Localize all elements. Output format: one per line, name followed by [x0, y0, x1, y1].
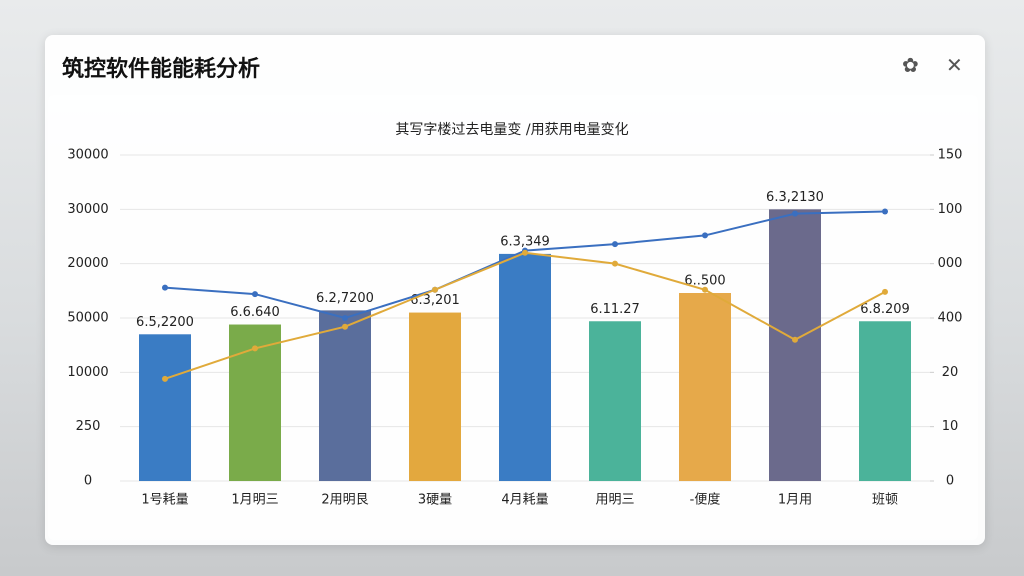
x-tick-label: 1月明三: [231, 493, 278, 508]
bar: [589, 321, 641, 481]
y2-tick-label: 10: [942, 419, 959, 434]
line-point: [342, 315, 348, 321]
line-point: [162, 375, 168, 382]
line-point: [702, 286, 708, 293]
bar-annotation: 6.11.27: [590, 302, 640, 317]
y-tick-label: 30000: [67, 202, 108, 217]
y-tick-label: 0: [84, 474, 92, 489]
y-tick-label: 250: [76, 419, 101, 434]
bar-annotation: 6.3,2130: [766, 190, 824, 205]
chart-title: 其写字楼过去电量变 /用获用电量变化: [395, 122, 628, 138]
line-point: [612, 241, 618, 248]
line-point: [522, 249, 528, 256]
bar: [139, 334, 191, 481]
x-tick-label: 1月用: [778, 493, 812, 508]
bar: [499, 253, 551, 481]
line-point: [792, 336, 798, 343]
line-point: [162, 284, 168, 291]
bar-annotation: 6..500: [684, 274, 725, 289]
x-tick-label: 班顿: [872, 493, 898, 508]
x-tick-label: 用明三: [595, 493, 634, 508]
y2-tick-label: 000: [938, 256, 963, 271]
line-point: [792, 210, 798, 217]
bar: [859, 321, 911, 481]
x-tick-label: 1号耗量: [141, 493, 188, 508]
bar-annotation: 6.3,349: [500, 234, 550, 249]
x-tick-label: 4月耗量: [501, 493, 548, 508]
line-point: [882, 208, 888, 215]
y2-tick-label: 100: [938, 202, 963, 217]
settings-button[interactable]: ✿: [902, 53, 919, 77]
line-point: [882, 288, 888, 295]
bar: [769, 209, 821, 482]
y2-tick-label: 20: [942, 365, 959, 380]
bar: [319, 310, 371, 481]
bar-annotation: 6.8.209: [860, 302, 910, 317]
y-tick-label: 10000: [67, 365, 108, 380]
x-tick-label: 2用明艮: [321, 493, 368, 508]
line-point: [252, 291, 258, 298]
x-tick-label: -便度: [690, 492, 721, 508]
bar-annotation: 6.3,201: [410, 293, 460, 308]
close-button[interactable]: ✕: [946, 53, 963, 77]
y-tick-label: 20000: [67, 256, 108, 271]
line-point: [702, 232, 708, 239]
line-point: [432, 286, 438, 293]
line-point: [612, 260, 618, 267]
line-point: [342, 323, 348, 330]
dialog-title: 筑控软件能能耗分析: [62, 57, 261, 82]
bar: [679, 293, 731, 481]
y2-tick-label: 150: [938, 148, 963, 163]
y2-tick-label: 400: [938, 311, 963, 326]
bar-annotation: 6.2,7200: [316, 291, 374, 306]
bar-annotation: 6.6.640: [230, 305, 280, 320]
y-tick-label: 50000: [67, 311, 108, 326]
line-point: [252, 345, 258, 352]
bar-annotation: 6.5,2200: [136, 315, 194, 330]
bar: [409, 312, 461, 481]
x-tick-label: 3硬量: [418, 493, 452, 508]
y2-tick-label: 0: [946, 474, 954, 489]
y-tick-label: 30000: [67, 148, 108, 163]
